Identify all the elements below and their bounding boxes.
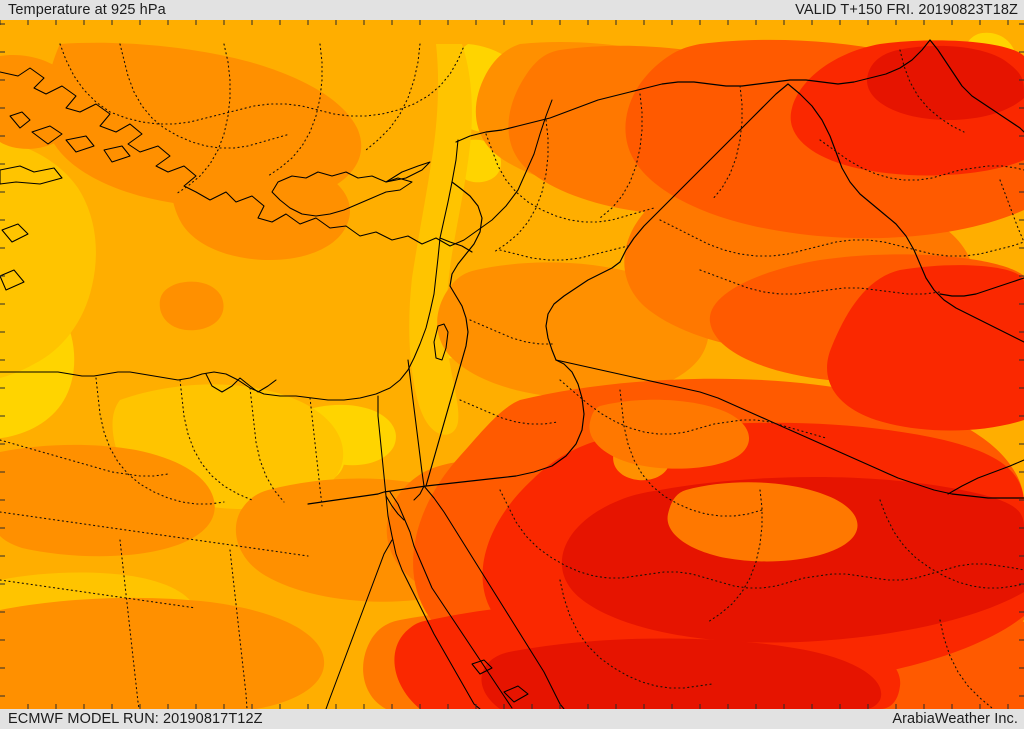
- page-title: Temperature at 925 hPa: [8, 2, 166, 18]
- geography-layer: [0, 39, 1024, 709]
- adm-egypt-a: [95, 377, 225, 505]
- border-syria-lebanon: [449, 181, 483, 287]
- adm-saudi-e: [707, 489, 763, 623]
- temperature-map[interactable]: [0, 20, 1024, 709]
- adm-egypt-d: [309, 397, 323, 507]
- border-jordan-saudi: [425, 359, 585, 487]
- coastline-redsea-east: [423, 485, 565, 709]
- band-scarlet-arabia-east: [827, 265, 1024, 431]
- border-turkey-iraq-iran: [929, 39, 1024, 133]
- border-iraq-kuwait: [939, 277, 1024, 297]
- adm-saudi-d: [559, 579, 713, 689]
- ticks-right: [1019, 23, 1024, 697]
- coastline-turkey-islands: [9, 111, 31, 129]
- ticks-left: [0, 23, 5, 697]
- border-iraq-saudi: [555, 359, 1024, 499]
- adm-turkey-d: [267, 43, 323, 177]
- adm-egypt-h: [119, 539, 140, 709]
- pocket-deeporange-c: [589, 399, 750, 469]
- adm-jordan-a: [469, 319, 555, 345]
- adm-turkey-e: [365, 43, 421, 151]
- adm-syria-e: [499, 245, 629, 261]
- coastline-island-a: [31, 125, 63, 145]
- coastline-turkey-aegean: [0, 67, 197, 193]
- coastline-island-crete: [0, 165, 63, 185]
- band-orange-cyprus-south: [279, 204, 338, 249]
- adm-turkey-b: [119, 43, 291, 149]
- adm-egypt-c: [249, 387, 285, 503]
- coastline-redsea-islands: [471, 659, 493, 675]
- border-syria-iraq: [619, 83, 789, 263]
- temperature-heatmap-svg: [0, 20, 1024, 709]
- band-orange-med-pocket: [159, 281, 224, 331]
- provider-label: ArabiaWeather Inc.: [892, 711, 1018, 727]
- border-turkey-syria: [455, 39, 931, 143]
- coastline-levant: [279, 139, 459, 401]
- coastline-island-d: [0, 269, 25, 291]
- coastline-aqaba: [407, 359, 425, 501]
- band-orange-aegean-islands: [0, 54, 81, 149]
- adm-saudi-b: [619, 389, 763, 517]
- adm-egypt-i: [229, 549, 248, 709]
- adm-syria-d: [711, 85, 743, 201]
- ticks-bottom: [27, 704, 1009, 709]
- band-orange-egypt-west: [0, 444, 215, 557]
- border-egypt-sudan-south: [307, 493, 379, 505]
- coastline-sinai-south-tip: [385, 495, 405, 521]
- adm-jordan-b: [459, 399, 559, 425]
- model-run-label: ECMWF MODEL RUN: 20190817T12Z: [8, 711, 263, 727]
- graticule-ticks: [0, 20, 1024, 709]
- header-bar: Temperature at 925 hPa VALID T+150 FRI. …: [0, 0, 1024, 20]
- valid-time-label: VALID T+150 FRI. 20190823T18Z: [795, 2, 1018, 18]
- coastline-redsea-west: [325, 539, 393, 709]
- band-darkred-arabia-peak-b: [481, 638, 882, 709]
- coastline-dead-sea: [433, 323, 449, 361]
- border-lebanon-israel: [439, 237, 473, 253]
- border-israel-syria-jordan: [425, 285, 469, 487]
- ticks-top: [0, 20, 1009, 25]
- adm-syria-a: [485, 133, 655, 223]
- band-orange-egypt-south: [0, 597, 325, 709]
- coastline-island-c: [1, 223, 29, 243]
- band-golden-turkey-sw: [0, 140, 96, 378]
- adm-saudi-a: [559, 379, 827, 439]
- adm-turkey-c: [175, 43, 231, 195]
- coastline-island-b: [65, 135, 95, 153]
- adm-iraq-d: [899, 49, 965, 133]
- border-jordan-iraq: [545, 261, 621, 361]
- coastline-redsea-island-b: [503, 685, 529, 703]
- coastline-island-rhodes: [103, 145, 131, 163]
- border-israel-egypt-sinai: [377, 485, 427, 495]
- adm-egypt-b: [179, 379, 253, 501]
- adm-syria-c: [599, 93, 643, 219]
- coastline-suez-canal: [377, 395, 481, 709]
- coastline-sinai-east: [389, 491, 513, 709]
- coastline-cyprus-karpas: [385, 161, 431, 183]
- coastline-cyprus: [271, 171, 413, 217]
- coastline-egypt-north: [0, 371, 281, 397]
- adm-syria-b: [493, 119, 549, 253]
- adm-saudi-se: [939, 619, 993, 709]
- adm-egypt-g: [0, 579, 197, 609]
- coastline-turkey-south: [195, 99, 553, 247]
- adm-egypt-e: [0, 439, 169, 477]
- coastline-persian-gulf: [947, 459, 1024, 495]
- adm-iraq-a: [659, 219, 1024, 257]
- border-iraq-iran: [787, 83, 1024, 343]
- footer-bar: ECMWF MODEL RUN: 20190817T12Z ArabiaWeat…: [0, 709, 1024, 729]
- coastline-nile-delta: [205, 373, 277, 393]
